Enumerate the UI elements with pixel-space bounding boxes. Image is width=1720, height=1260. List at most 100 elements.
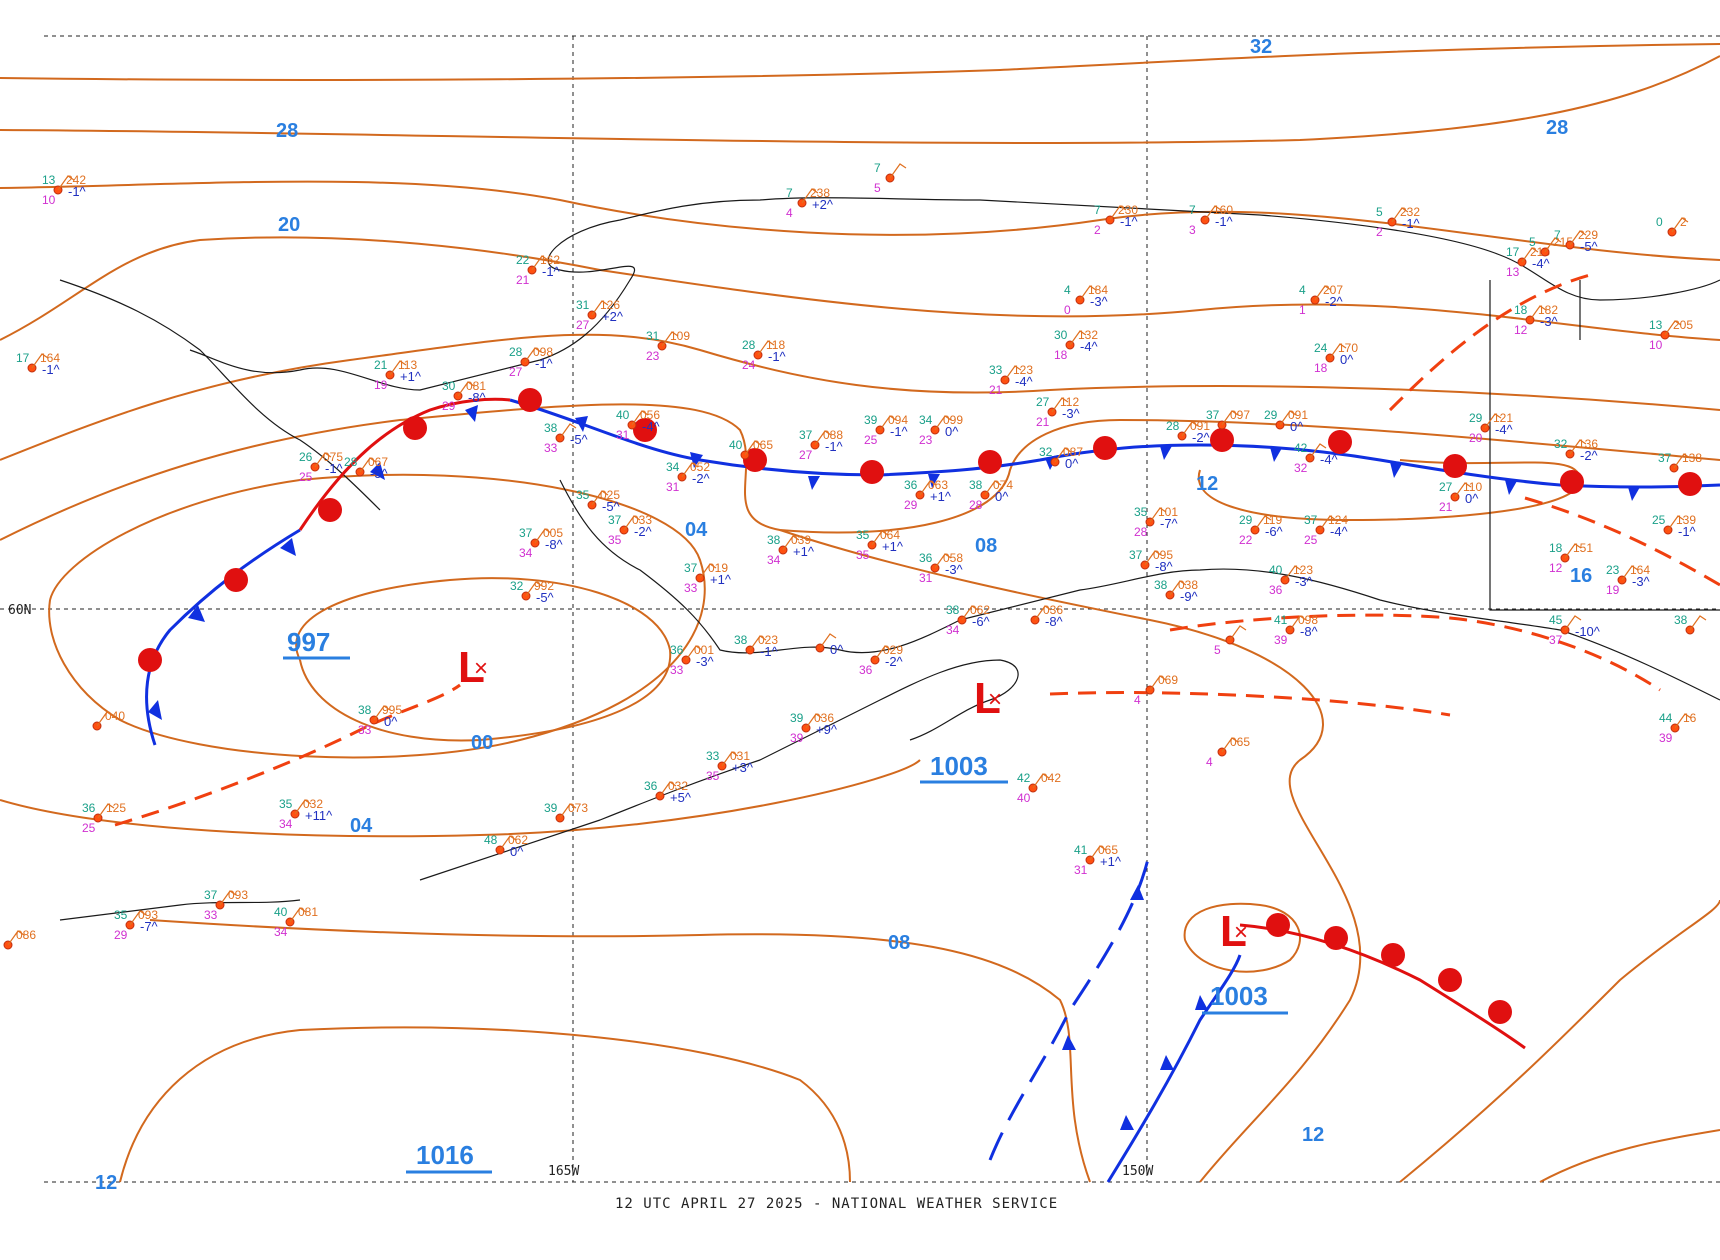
station-pressure: 093 [228, 888, 248, 902]
wind-barb-icon [1079, 285, 1097, 301]
station-plot [355, 457, 377, 477]
station-dewpoint: 12 [1549, 561, 1563, 575]
station-plot [778, 535, 800, 555]
station-pressure-tendency: 0^ [995, 489, 1009, 504]
station-pressure: 081 [298, 905, 318, 919]
wind-barb-icon [57, 175, 75, 191]
station-plot [555, 423, 577, 443]
station-plot [1560, 615, 1582, 635]
station-dewpoint: 36 [1269, 583, 1283, 597]
station-pressure: 039 [791, 533, 811, 547]
wind-barb-icon [1109, 205, 1127, 221]
wind-barb-icon [782, 535, 800, 551]
station-pressure-tendency: -4^ [1320, 452, 1339, 467]
longitude-label-right: 150W [1122, 1164, 1153, 1179]
station-pressure: 065 [1098, 843, 1118, 857]
station-plot [1480, 413, 1502, 433]
wind-barb-icon [389, 360, 407, 376]
station-pressure: 095 [1153, 548, 1173, 562]
station-pressure-tendency: -5^ [370, 466, 389, 481]
station-plot [27, 353, 49, 373]
wind-barb-icon [294, 799, 312, 815]
station-pressure: 118 [766, 338, 785, 352]
station-temperature: 48 [484, 833, 498, 847]
station-pressure: 164 [40, 351, 60, 365]
station-plot [957, 605, 979, 625]
station-plot [1075, 285, 1097, 305]
station-dewpoint: 29 [904, 498, 918, 512]
station-plot [1200, 205, 1222, 225]
station-plot [3, 930, 25, 950]
station-pressure-tendency: -3^ [1062, 406, 1081, 421]
station-pressure: 125 [106, 801, 126, 815]
station-pressure: 098 [533, 345, 553, 359]
wind-barb-icon [559, 423, 577, 439]
station-dewpoint: 36 [859, 663, 873, 677]
station-temperature: 28 [742, 338, 756, 352]
station-dewpoint: 33 [204, 908, 218, 922]
wind-barb-icon [1564, 615, 1582, 631]
station-pressure: 040 [105, 709, 125, 723]
station-temperature: 5 [1529, 235, 1536, 249]
station-pressure: 110 [1463, 480, 1482, 494]
station-pressure-tendency: -4^ [1532, 256, 1551, 271]
station-dewpoint: 10 [1649, 338, 1663, 352]
cold-fronts [145, 398, 1720, 1183]
wind-barb-icon [591, 300, 609, 316]
station-temperature: 40 [1269, 563, 1283, 577]
station-temperature: 28 [1166, 419, 1180, 433]
low-center-mark: × [474, 655, 488, 682]
wind-barb-icon [1149, 675, 1167, 691]
station-pressure-tendency: 0^ [1065, 456, 1079, 471]
wind-barb-icon [591, 490, 609, 506]
station-temperature: 38 [544, 421, 558, 435]
station-plot [520, 347, 542, 367]
station-plot [1140, 550, 1162, 570]
station-pressure: 091 [1190, 419, 1210, 433]
wind-barb-icon [889, 163, 907, 179]
central-pressure: 997 [287, 627, 330, 657]
station-pressure-tendency: -1^ [68, 184, 87, 199]
station-temperature: 36 [919, 551, 933, 565]
station-temperature: 36 [904, 478, 918, 492]
station-pressure-tendency: +9^ [816, 722, 838, 737]
station-pressure-tendency: -1^ [760, 644, 779, 659]
station-temperature: 17 [1506, 245, 1520, 259]
wind-barb-icon [1544, 237, 1562, 253]
station-pressure: 151 [1573, 541, 1593, 555]
station-temperature: 37 [684, 561, 698, 575]
station-pressure: 074 [993, 478, 1013, 492]
isobar-label: 12 [95, 1172, 117, 1194]
station-plot [1280, 565, 1302, 585]
station-temperature: 13 [1649, 318, 1663, 332]
station-pressure: 119 [1263, 513, 1282, 527]
station-pressure: 238 [810, 186, 830, 200]
station-pressure: 062 [970, 603, 990, 617]
wind-barb-icon [919, 480, 937, 496]
station-dewpoint: 31 [1074, 863, 1088, 877]
station-plot [215, 890, 237, 910]
station-pressure: 019 [708, 561, 728, 575]
station-pressure: 184 [1088, 283, 1108, 297]
isobar-label: 08 [888, 932, 910, 954]
station-pressure: 170 [1338, 341, 1358, 355]
wind-barb-icon [1284, 565, 1302, 581]
station-dewpoint: 22 [1239, 533, 1253, 547]
wind-barb-icon [559, 803, 577, 819]
station-temperature: 36 [644, 779, 658, 793]
station-temperature: 33 [989, 363, 1003, 377]
troughs [114, 273, 1720, 827]
station-pressure-tendency: -2^ [1580, 448, 1599, 463]
isobars [0, 43, 1720, 1183]
station-plot [745, 635, 767, 655]
station-temperature: 0 [1656, 215, 1663, 229]
station-dewpoint: 19 [374, 378, 388, 392]
station-pressure-tendency: -4^ [1495, 422, 1514, 437]
station-plot [1028, 773, 1050, 793]
station-dewpoint: 4 [1206, 755, 1213, 769]
station-pressure: 069 [1158, 673, 1178, 687]
station-pressure: 160 [1213, 203, 1233, 217]
station-plot [1085, 845, 1107, 865]
wind-barb-icon [984, 480, 1002, 496]
